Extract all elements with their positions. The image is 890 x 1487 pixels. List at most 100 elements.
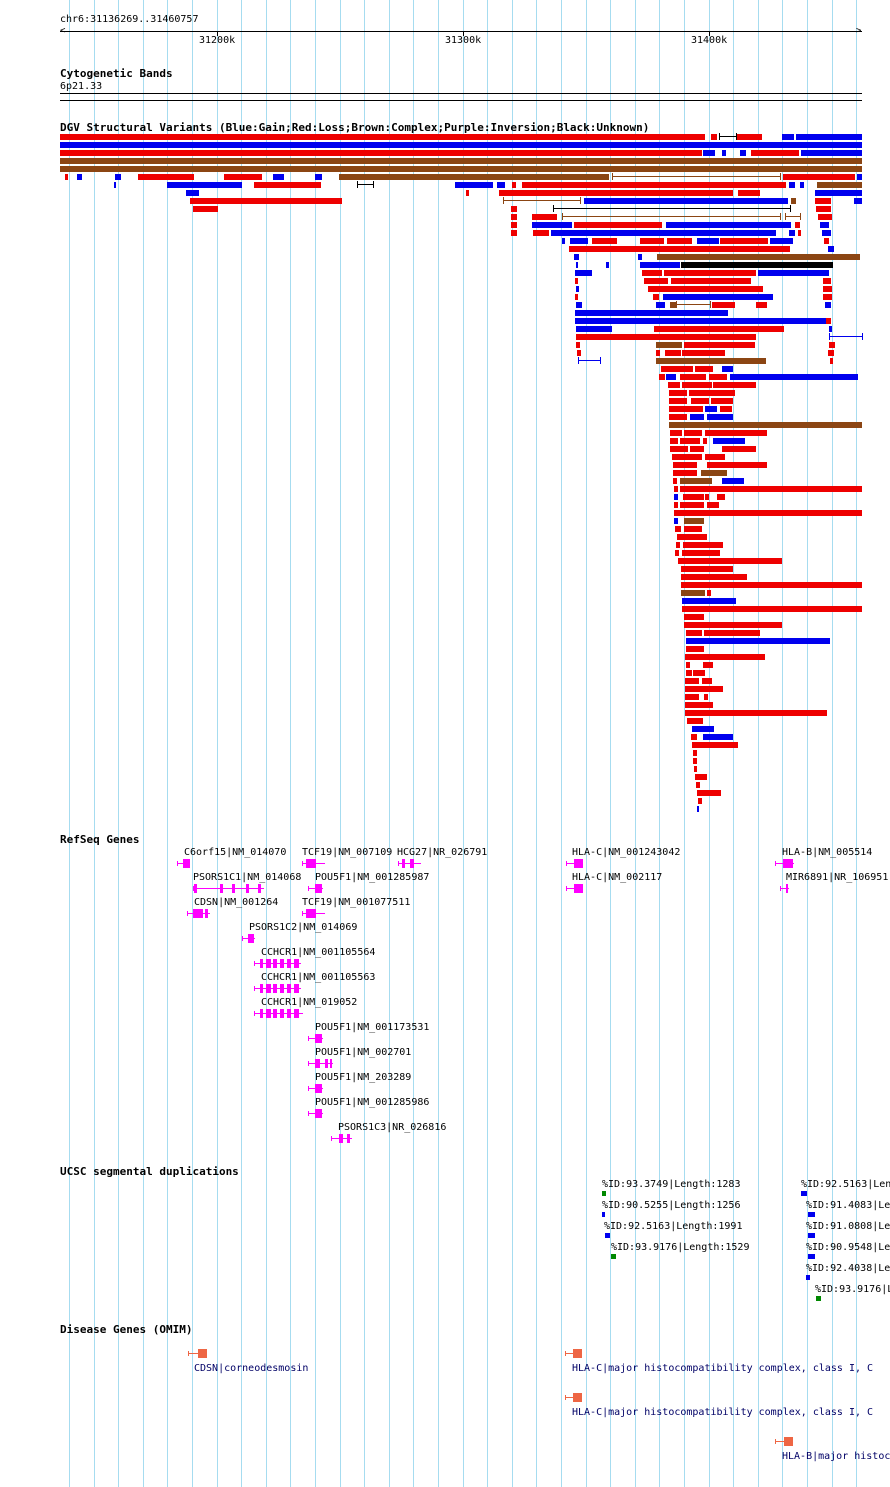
gene-tcf19-2-exon[interactable] [306,909,316,918]
gene-cchcr1-3-exon[interactable] [266,1009,271,1018]
sv-loss-bar[interactable] [684,526,702,532]
sv-loss-bar[interactable] [675,550,679,556]
omim-cdsn-block[interactable] [198,1349,207,1358]
omim-label[interactable]: CDSN|corneodesmosin [194,1363,309,1374]
sv-loss-bar[interactable] [682,382,712,388]
sv-gain-bar[interactable] [562,238,565,244]
sv-loss-bar[interactable] [683,494,704,500]
sv-loss-bar[interactable] [575,278,578,284]
sv-loss-bar[interactable] [640,238,664,244]
gene-psors1c1-exon[interactable] [258,884,261,893]
sv-span-line[interactable] [612,176,780,177]
sv-loss-bar[interactable] [798,230,801,236]
gene-label[interactable]: CCHCR1|NM_001105564 [261,947,376,958]
sv-complex-bar[interactable] [60,166,862,172]
sv-gain-bar[interactable] [789,230,795,236]
sv-loss-bar[interactable] [737,134,762,140]
sv-gain-bar[interactable] [854,198,862,204]
sv-loss-bar[interactable] [823,294,832,300]
sv-loss-bar[interactable] [684,614,704,620]
sv-loss-bar[interactable] [686,630,702,636]
sv-loss-bar[interactable] [684,430,702,436]
sv-loss-bar[interactable] [686,662,690,668]
sv-loss-bar[interactable] [698,798,702,804]
sv-gain-bar[interactable] [638,254,642,260]
gene-psors1c3-exon[interactable] [339,1134,343,1143]
gene-label[interactable]: CCHCR1|NM_019052 [261,997,358,1008]
gene-cchcr1-2-exon[interactable] [273,984,277,993]
sv-loss-bar[interactable] [675,526,681,532]
gene-label[interactable]: PSORS1C3|NR_026816 [338,1122,447,1133]
segdup-label[interactable]: %ID:92.5163|Len [801,1179,890,1190]
sv-loss-bar[interactable] [522,182,786,188]
sv-gain-bar[interactable] [857,174,862,180]
sv-loss-bar[interactable] [703,438,707,444]
track-title-omim[interactable]: Disease Genes (OMIM) [60,1323,193,1336]
sv-loss-bar[interactable] [680,502,704,508]
sv-gain-bar[interactable] [575,318,828,324]
sv-loss-bar[interactable] [678,558,782,564]
sv-loss-bar[interactable] [656,350,660,356]
sv-gain-bar[interactable] [186,190,199,196]
sv-gain-bar[interactable] [682,598,736,604]
sv-loss-bar[interactable] [673,478,677,484]
sv-loss-bar[interactable] [674,502,678,508]
sv-loss-bar[interactable] [684,342,755,348]
sv-gain-bar[interactable] [167,182,242,188]
sv-span-line[interactable] [503,200,580,201]
gene-label[interactable]: C6orf15|NM_014070 [184,847,287,858]
sv-loss-bar[interactable] [653,294,659,300]
sv-loss-bar[interactable] [704,630,760,636]
sv-gain-bar[interactable] [584,198,788,204]
sv-loss-bar[interactable] [707,462,767,468]
gene-tcf19-exon[interactable] [306,859,316,868]
gene-label[interactable]: HCG27|NR_026791 [397,847,488,858]
sv-loss-bar[interactable] [695,366,713,372]
sv-gain-bar[interactable] [713,438,745,444]
sv-loss-bar[interactable] [697,790,721,796]
sv-loss-bar[interactable] [709,374,727,380]
gene-psors1c1-exon[interactable] [246,884,249,893]
sv-gain-bar[interactable] [663,294,773,300]
gene-label[interactable]: HLA-C|NM_001243042 [572,847,681,858]
sv-loss-bar[interactable] [685,694,699,700]
sv-loss-bar[interactable] [685,678,699,684]
sv-loss-bar[interactable] [60,150,702,156]
sv-loss-bar[interactable] [705,430,767,436]
sv-loss-bar[interactable] [574,222,662,228]
track-title-cytoband[interactable]: Cytogenetic Bands [60,67,173,80]
gene-pou5f1-3-exon[interactable] [315,1059,320,1068]
sv-loss-bar[interactable] [828,350,834,356]
omim-hla-c-2-block[interactable] [573,1393,582,1402]
sv-loss-bar[interactable] [533,230,549,236]
sv-loss-bar[interactable] [575,294,578,300]
sv-loss-bar[interactable] [691,734,697,740]
gene-cchcr1-3-exon[interactable] [287,1009,291,1018]
sv-loss-bar[interactable] [676,542,680,548]
sv-gain-bar[interactable] [273,174,284,180]
gene-pou5f1-3-exon[interactable] [325,1059,328,1068]
segdup-block[interactable] [808,1212,815,1217]
sv-loss-bar[interactable] [703,662,713,668]
segdup-block[interactable] [605,1233,610,1238]
sv-loss-bar[interactable] [685,686,723,692]
sv-loss-bar[interactable] [818,214,832,220]
sv-complex-bar[interactable] [339,174,609,180]
sv-loss-bar[interactable] [683,542,723,548]
segdup-label[interactable]: %ID:92.4038|Le [806,1263,890,1274]
gene-pou5f1-4-exon[interactable] [315,1084,322,1093]
omim-label[interactable]: HLA-B|major histoc [782,1451,890,1462]
segdup-block[interactable] [801,1191,807,1196]
gene-label[interactable]: CCHCR1|NM_001105563 [261,972,376,983]
gene-cchcr1-3-exon[interactable] [280,1009,284,1018]
sv-loss-bar[interactable] [668,382,680,388]
segdup-block[interactable] [808,1233,815,1238]
sv-loss-bar[interactable] [702,678,712,684]
sv-loss-bar[interactable] [693,758,697,764]
sv-loss-bar[interactable] [704,694,708,700]
segdup-label[interactable]: %ID:90.5255|Length:1256 [602,1200,741,1211]
gene-pou5f1-5-exon[interactable] [315,1109,322,1118]
sv-loss-bar[interactable] [576,334,756,340]
sv-loss-bar[interactable] [816,206,831,212]
sv-gain-bar[interactable] [758,270,829,276]
